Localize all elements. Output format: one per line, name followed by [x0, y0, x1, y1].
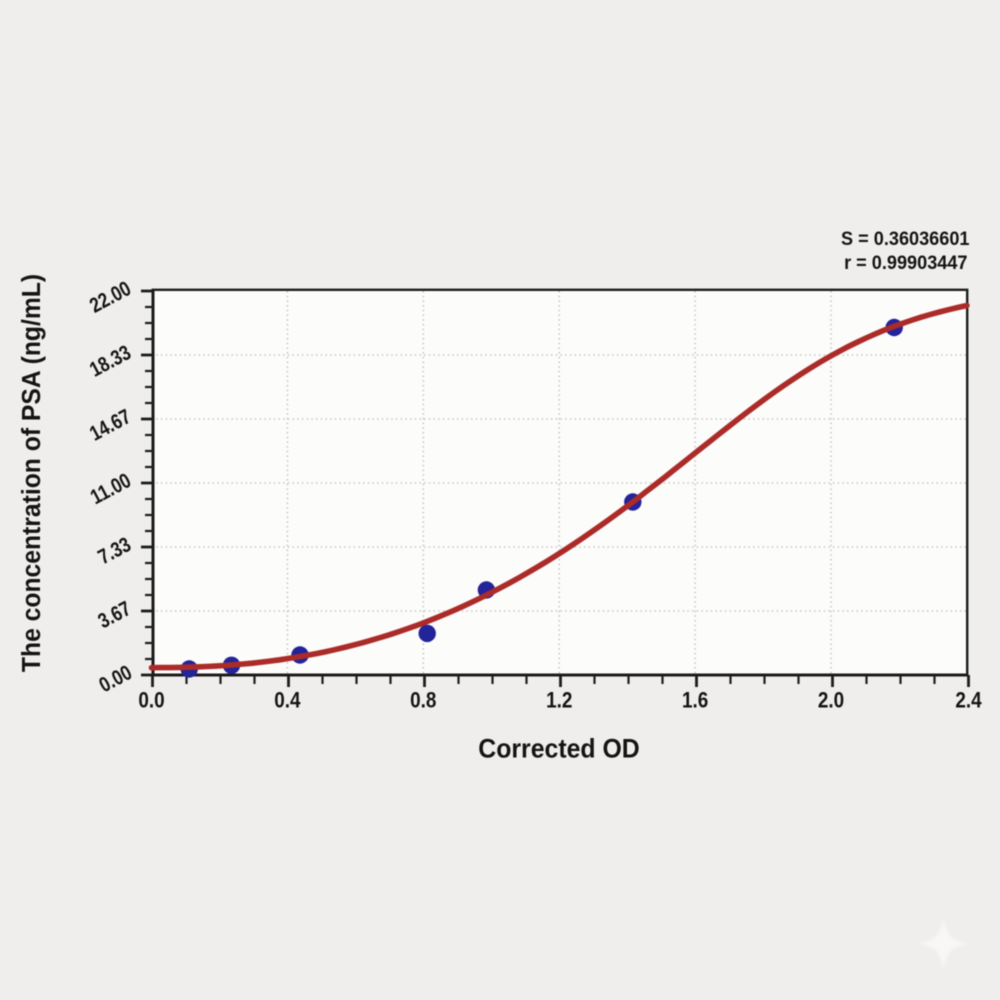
svg-text:2.0: 2.0: [818, 688, 844, 713]
svg-text:S = 0.36036601: S = 0.36036601: [841, 227, 969, 249]
svg-text:0.4: 0.4: [274, 688, 301, 713]
svg-text:r = 0.99903447: r = 0.99903447: [844, 251, 967, 273]
svg-text:1.6: 1.6: [682, 688, 708, 713]
svg-text:2.4: 2.4: [955, 688, 982, 713]
svg-text:0.0: 0.0: [138, 688, 164, 713]
svg-text:0.8: 0.8: [410, 688, 436, 713]
svg-text:The concentration of PSA (ng/m: The concentration of PSA (ng/mL): [17, 274, 46, 672]
svg-text:1.2: 1.2: [546, 688, 572, 713]
svg-text:Corrected OD: Corrected OD: [478, 735, 639, 764]
